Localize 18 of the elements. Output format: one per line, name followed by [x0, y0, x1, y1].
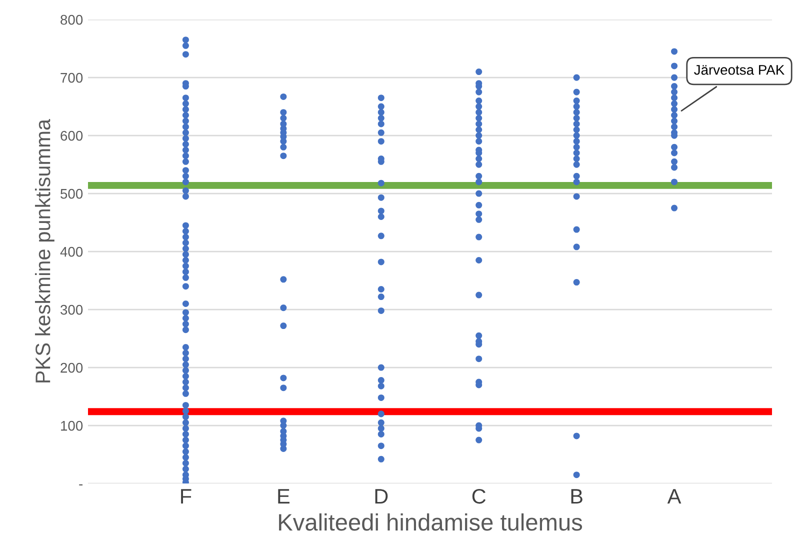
- y-tick-label: 300: [60, 304, 83, 315]
- x-tick-label: A: [667, 489, 682, 504]
- y-axis-title: PKS keskmine punktisumma: [34, 118, 54, 382]
- y-tick-label: 200: [60, 362, 83, 373]
- y-tick-label: 100: [61, 420, 83, 431]
- y-tick-label: 800: [60, 14, 83, 25]
- x-tick-label: B: [571, 489, 582, 504]
- y-tick-label: 600: [60, 130, 83, 141]
- x-axis-title: Kvaliteedi hindamise tulemus: [279, 513, 582, 531]
- x-tick-label: D: [375, 489, 388, 504]
- y-tick-label: 500: [60, 188, 83, 199]
- y-tick-label: 700: [60, 72, 83, 83]
- annotation: Järveotsa PAK: [694, 65, 785, 75]
- x-tick-label: F: [181, 489, 192, 504]
- x-tick-label: C: [472, 488, 486, 504]
- x-tick-label: E: [278, 489, 290, 504]
- y-tick-label: -: [79, 484, 83, 486]
- y-tick-label: 400: [60, 246, 83, 257]
